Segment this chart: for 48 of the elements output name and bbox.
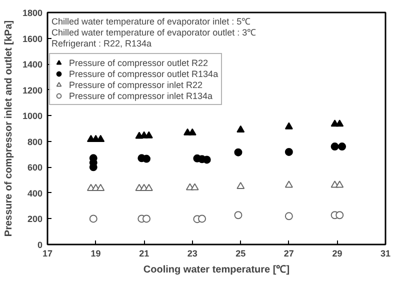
point: [336, 211, 344, 220]
point: [198, 214, 206, 223]
point: [188, 128, 196, 136]
point: [234, 148, 242, 156]
x-tick-label: 27: [284, 248, 294, 258]
y-tick-label: 1600: [22, 34, 43, 44]
x-axis-title: Cooling water temperature [℃]: [143, 264, 290, 276]
annotation: Chilled water temperature of evaporator outlet : 3℃: [52, 28, 256, 38]
x-tick-label: 21: [139, 248, 150, 258]
point: [236, 125, 245, 132]
x-tick-label: 19: [90, 248, 101, 258]
point: [330, 142, 339, 151]
y-axis-title: Pressure of compressor inlet and outlet [kPa]: [3, 20, 14, 237]
point: [338, 142, 346, 151]
point: [142, 214, 150, 223]
y-tick-label: 1000: [22, 111, 43, 122]
x-tick-label: 17: [42, 248, 53, 258]
annotation: Chilled water temperature of evaporator inlet : 5℃: [52, 16, 251, 26]
y-tick-label: 200: [27, 214, 43, 224]
point: [284, 180, 293, 188]
point: [89, 214, 98, 223]
point: [336, 120, 344, 127]
point: [144, 131, 153, 138]
x-tick-label: 29: [332, 248, 342, 258]
point: [336, 180, 344, 188]
x-tick-label: 23: [187, 248, 198, 258]
y-tick-label: 1800: [22, 8, 43, 18]
point: [234, 211, 242, 220]
point: [96, 184, 105, 191]
point: [236, 182, 245, 190]
legend-label: Pressure of compressor outlet R22: [69, 58, 208, 68]
point: [284, 212, 293, 220]
x-tick-label: 31: [380, 248, 391, 258]
y-tick-label: 1200: [22, 85, 43, 96]
x-tick-label: 25: [236, 248, 246, 258]
point: [190, 183, 199, 190]
point: [284, 148, 293, 156]
y-tick-label: 600: [27, 162, 43, 173]
legend-label: Pressure of compressor inlet R22: [69, 80, 203, 90]
point: [144, 184, 153, 191]
y-tick-label: 800: [27, 136, 43, 147]
legend-label: Pressure of compressor outlet R134a: [69, 68, 218, 78]
legend-label: Pressure of compressor inlet R134a: [69, 90, 213, 100]
annotation: Refrigerant : R22, R134a: [52, 38, 152, 48]
y-tick-label: 1400: [22, 60, 43, 70]
y-tick-label: 400: [27, 188, 43, 198]
point: [284, 122, 293, 130]
y-tick-label: 0: [37, 240, 43, 250]
